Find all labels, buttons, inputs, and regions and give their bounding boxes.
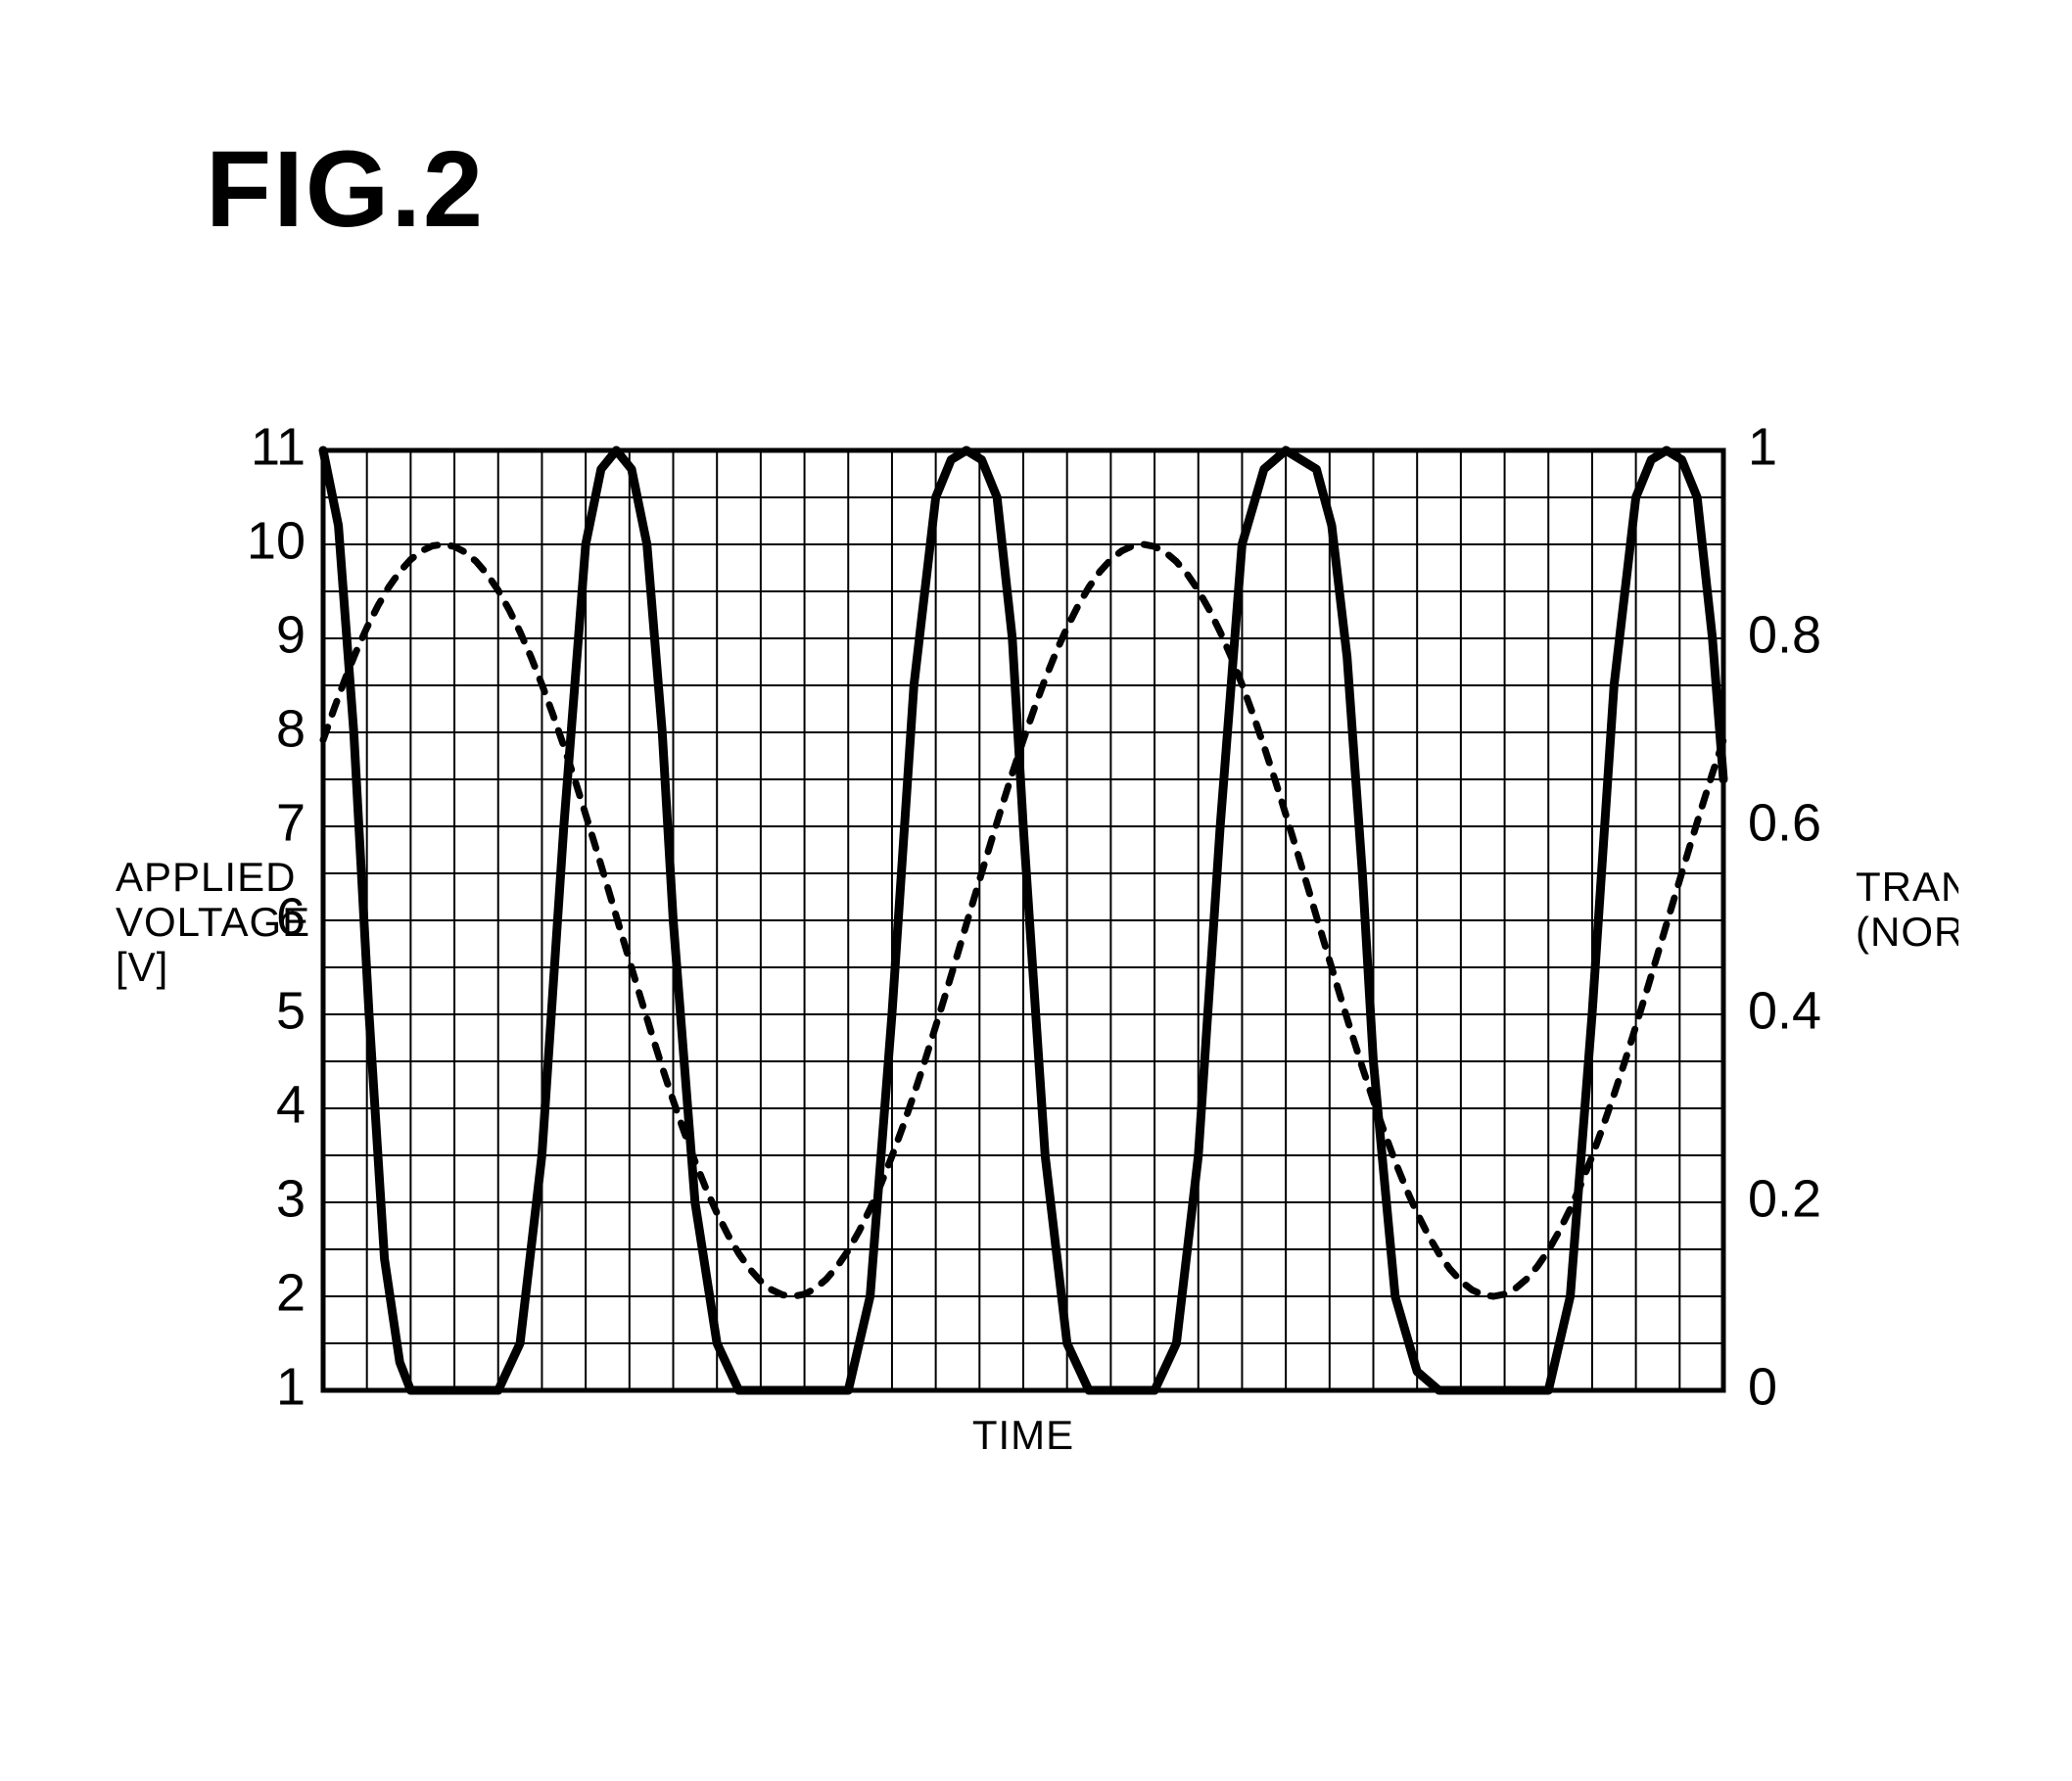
chart-svg: 1234567891011 00.20.40.60.81 APPLIEDVOLT…	[98, 411, 1958, 1586]
y-left-tick-label: 4	[276, 1075, 306, 1134]
y-left-tick-label: 1	[276, 1357, 306, 1416]
figure-title: FIG.2	[206, 127, 485, 252]
y-right-tick-label: 0.2	[1748, 1169, 1821, 1228]
y-left-axis-label: APPLIED	[116, 854, 296, 900]
y-right-tick-label: 0.8	[1748, 605, 1821, 664]
y-left-tick-label: 8	[276, 699, 306, 758]
y-left-tick-label: 11	[251, 417, 306, 476]
y-right-tick-label: 1	[1748, 417, 1777, 476]
y-left-tick-label: 9	[276, 605, 306, 664]
y-right-axis-label: (NORMALIZED)	[1856, 909, 1958, 955]
y-left-axis-label: [V]	[116, 944, 168, 990]
y-left-tick-label: 7	[276, 793, 306, 852]
x-axis-label: TIME	[972, 1412, 1074, 1458]
y-right-ticks: 0 0.2 0.4 0.6 0.8 1	[1748, 417, 1821, 1416]
y-left-axis-label: VOLTAGE	[116, 899, 310, 945]
chart-container: 1234567891011 00.20.40.60.81 APPLIEDVOLT…	[98, 411, 1958, 1586]
y-left-tick-label: 2	[276, 1263, 306, 1322]
y-right-tick-label: 0.6	[1748, 793, 1821, 852]
y-left-tick-label: 3	[276, 1169, 306, 1228]
y-right-tick-label: 0.4	[1748, 981, 1821, 1040]
y-left-tick-label: 5	[276, 981, 306, 1040]
y-right-axis-label: TRANSMITTANCE	[1856, 864, 1958, 910]
y-right-tick-label: 0	[1748, 1357, 1777, 1416]
y-left-tick-label: 10	[247, 511, 306, 570]
